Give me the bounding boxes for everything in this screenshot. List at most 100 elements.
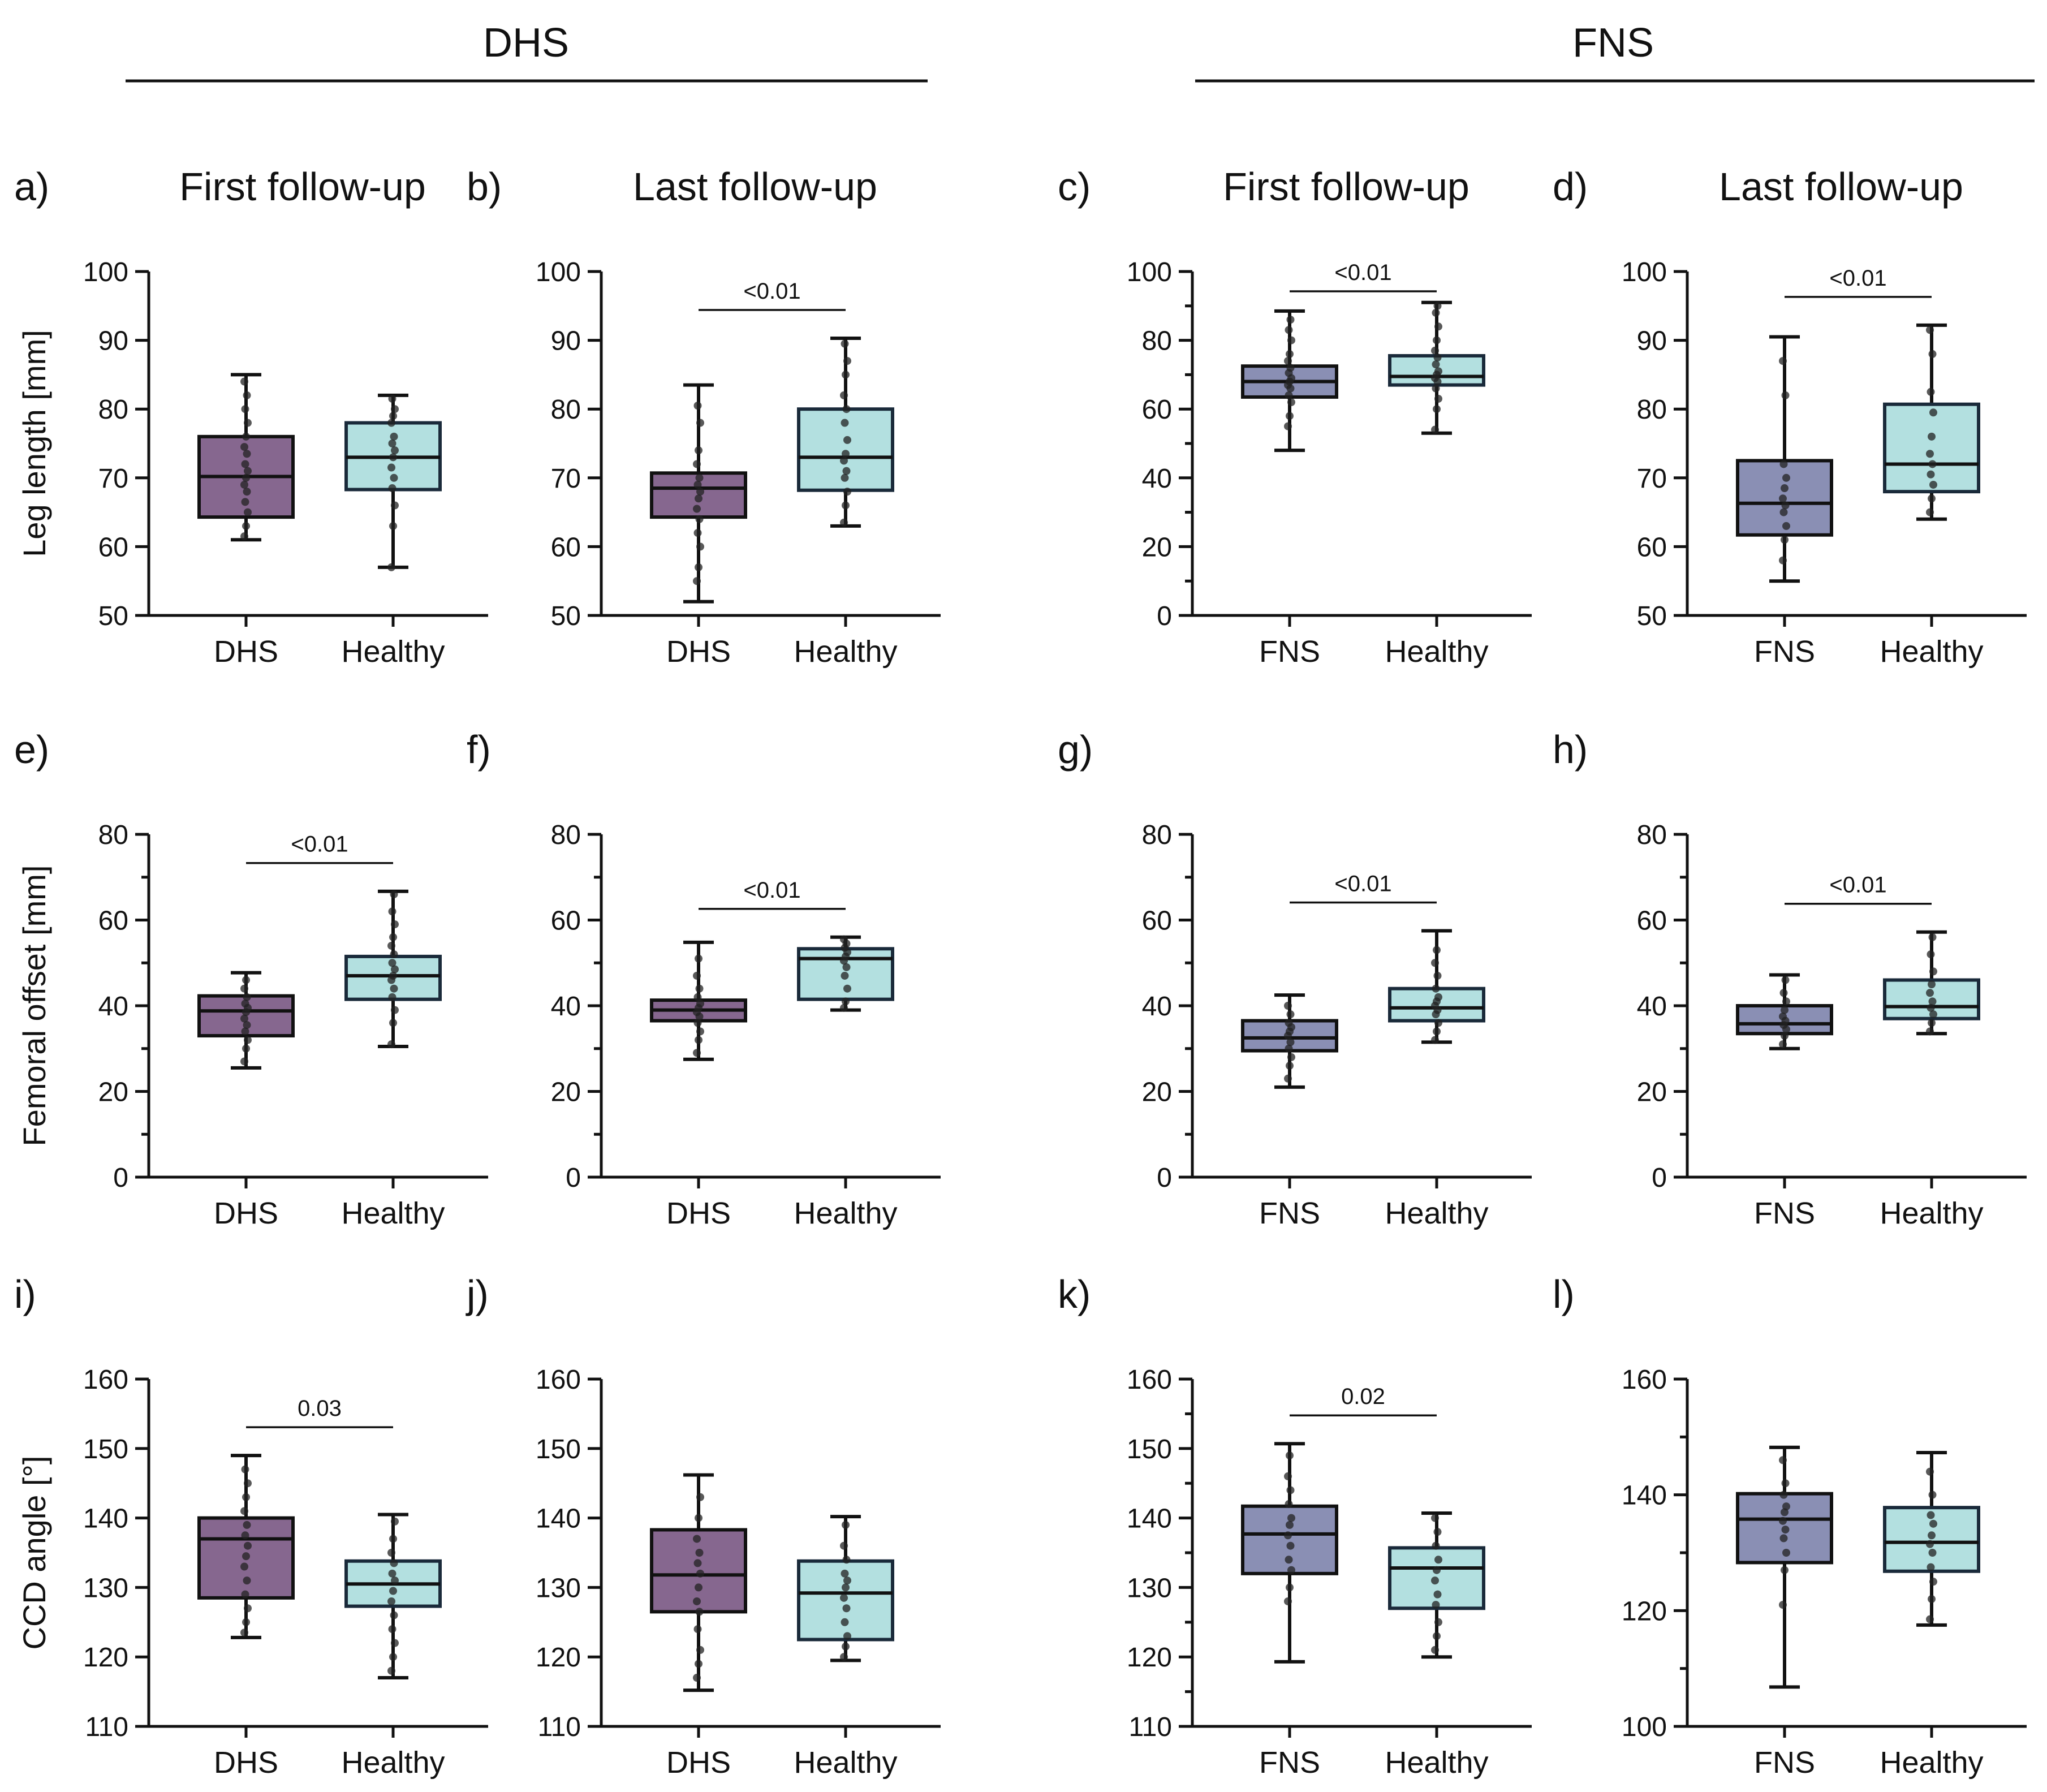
box-healthy	[1388, 1511, 1485, 1659]
box-fns	[1241, 309, 1338, 453]
y-tick-label: 80	[1142, 326, 1172, 356]
data-point	[693, 1019, 702, 1027]
data-point	[244, 1036, 252, 1044]
data-point	[842, 450, 850, 458]
data-point	[842, 1604, 851, 1613]
data-point	[244, 508, 252, 516]
data-point	[1433, 1632, 1441, 1640]
data-point	[696, 1000, 704, 1008]
data-point	[389, 1535, 397, 1543]
x-tick-label: DHS	[214, 635, 278, 669]
data-point	[1781, 1006, 1789, 1014]
y-tick-label: 80	[551, 395, 581, 425]
y-tick-label: 40	[1142, 992, 1172, 1022]
data-point	[1431, 346, 1439, 355]
y-tick-label: 60	[1142, 395, 1172, 425]
data-point	[241, 1000, 249, 1008]
data-point	[693, 971, 701, 980]
data-point	[696, 1569, 704, 1578]
data-point	[387, 1040, 395, 1049]
y-tick-label: 80	[1637, 820, 1667, 850]
data-point	[244, 1479, 252, 1488]
data-point	[842, 467, 851, 475]
data-point	[243, 1520, 251, 1529]
panel-j: j) 110 120 130 140 150 160 DHS Healthy	[466, 1272, 941, 1780]
data-point	[391, 1639, 399, 1647]
data-point	[242, 432, 250, 441]
data-point	[1779, 1491, 1788, 1499]
box-healthy	[1883, 1450, 1980, 1627]
y-tick-label: 0	[1157, 1163, 1172, 1193]
data-point	[1285, 1044, 1293, 1053]
data-point	[240, 1057, 248, 1066]
data-point	[389, 412, 397, 420]
data-point	[390, 473, 398, 482]
data-point	[1285, 1500, 1293, 1509]
data-point	[1926, 1540, 1934, 1548]
panel-label: l)	[1553, 1272, 1575, 1316]
box-dhs	[650, 383, 747, 604]
data-point	[1928, 1549, 1937, 1557]
data-point	[1285, 1019, 1293, 1027]
data-point	[1286, 316, 1295, 324]
box-healthy	[344, 1513, 442, 1680]
y-tick-label: 150	[536, 1435, 581, 1464]
data-point	[695, 473, 704, 482]
data-point	[843, 357, 851, 365]
data-point	[693, 529, 702, 537]
group-title-dhs: DHS	[483, 20, 569, 66]
y-tick-label: 60	[1637, 906, 1667, 936]
data-point	[695, 1036, 703, 1044]
y-tick-label: 130	[1127, 1573, 1172, 1603]
data-point	[1781, 1479, 1790, 1488]
data-point	[1284, 357, 1292, 365]
y-tick-label: 20	[98, 1078, 128, 1108]
data-point	[1781, 1032, 1789, 1040]
data-point	[1781, 536, 1789, 544]
y-tick-label: 100	[1127, 257, 1172, 287]
data-point	[1433, 1590, 1442, 1599]
data-point	[842, 963, 851, 971]
p-value-label: <0.01	[743, 279, 800, 304]
data-point	[387, 1666, 395, 1675]
p-value-label: <0.01	[743, 878, 800, 903]
y-tick-label: 60	[551, 906, 581, 936]
data-point	[841, 339, 849, 348]
box-dhs	[197, 373, 295, 542]
data-point	[390, 890, 398, 899]
y-tick-label: 0	[113, 1163, 128, 1193]
x-tick-label: FNS	[1259, 1746, 1320, 1780]
box-dhs	[650, 940, 747, 1061]
y-tick-label: 50	[1637, 601, 1667, 631]
data-point	[389, 522, 397, 530]
x-tick-label: DHS	[666, 1196, 731, 1230]
panel-d: d) Last follow-up 50 60 70 80 90 100 FNS Healthy <…	[1553, 165, 2027, 669]
data-point	[840, 391, 848, 399]
box-healthy	[797, 935, 894, 1012]
data-point	[840, 1593, 848, 1602]
data-point	[242, 976, 250, 984]
data-point	[391, 1517, 399, 1526]
panel-c: c) First follow-up 0 20 40 60 80 100 FNS Healthy <…	[1058, 165, 1532, 669]
data-point	[1927, 1563, 1935, 1571]
panel-label: e)	[14, 727, 49, 772]
panels: a) First follow-up 50 60 70 80 90 100 Leg length…	[14, 165, 2027, 1780]
data-point	[840, 518, 848, 527]
y-tick-label: 160	[1622, 1365, 1667, 1395]
data-point	[1927, 470, 1935, 479]
x-tick-label: Healthy	[1880, 635, 1983, 669]
data-point	[842, 501, 850, 510]
p-value-label: <0.01	[1334, 260, 1391, 285]
data-point	[1433, 336, 1441, 344]
panel-label: c)	[1058, 165, 1091, 209]
y-tick-label: 40	[551, 992, 581, 1022]
data-point	[388, 1569, 397, 1578]
y-tick-label: 0	[1652, 1163, 1667, 1193]
data-point	[693, 1049, 701, 1057]
data-point	[1287, 1566, 1295, 1574]
data-point	[391, 501, 399, 510]
data-point	[1431, 1576, 1439, 1585]
data-point	[1434, 394, 1442, 403]
data-point	[1929, 967, 1937, 976]
data-point	[696, 419, 704, 427]
